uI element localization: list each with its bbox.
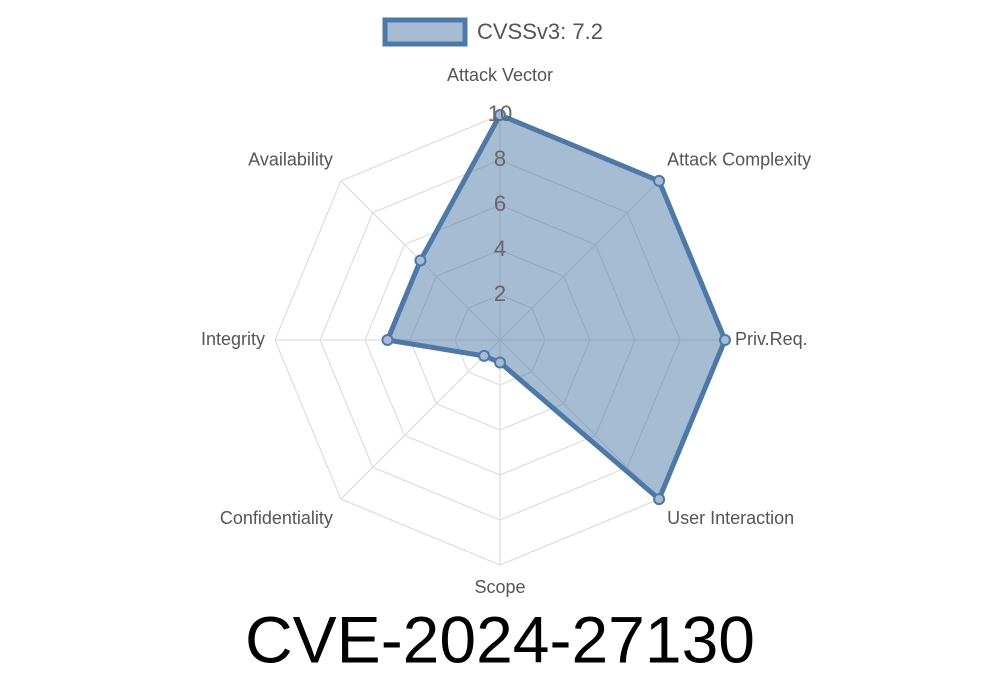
legend-label: CVSSv3: 7.2: [477, 19, 603, 44]
category-label: Attack Complexity: [667, 150, 811, 170]
data-point: [494, 356, 506, 369]
data-point: [381, 334, 394, 346]
category-label: Scope: [474, 577, 525, 597]
category-label: Priv.Req.: [735, 329, 808, 349]
axis-spoke: [340, 339, 501, 500]
category-label: Confidentiality: [220, 508, 333, 528]
data-point: [719, 334, 731, 346]
r-tick-label: 6: [494, 191, 506, 216]
data-point: [414, 254, 427, 267]
category-label: Integrity: [201, 329, 265, 349]
data-point: [653, 174, 666, 187]
data-point: [494, 109, 506, 121]
category-label: Availability: [248, 150, 333, 170]
chart-title: CVE-2024-27130: [245, 602, 755, 676]
legend-swatch: [382, 17, 468, 47]
category-label: User Interaction: [667, 508, 794, 528]
r-tick-label: 10: [488, 101, 512, 126]
data-point: [478, 349, 491, 362]
r-tick-label: 2: [494, 281, 506, 306]
r-tick-label: 8: [494, 146, 506, 171]
r-tick-label: 4: [494, 236, 506, 261]
radar-area: [385, 112, 728, 502]
category-label: Attack Vector: [447, 65, 553, 85]
data-point: [653, 493, 666, 506]
